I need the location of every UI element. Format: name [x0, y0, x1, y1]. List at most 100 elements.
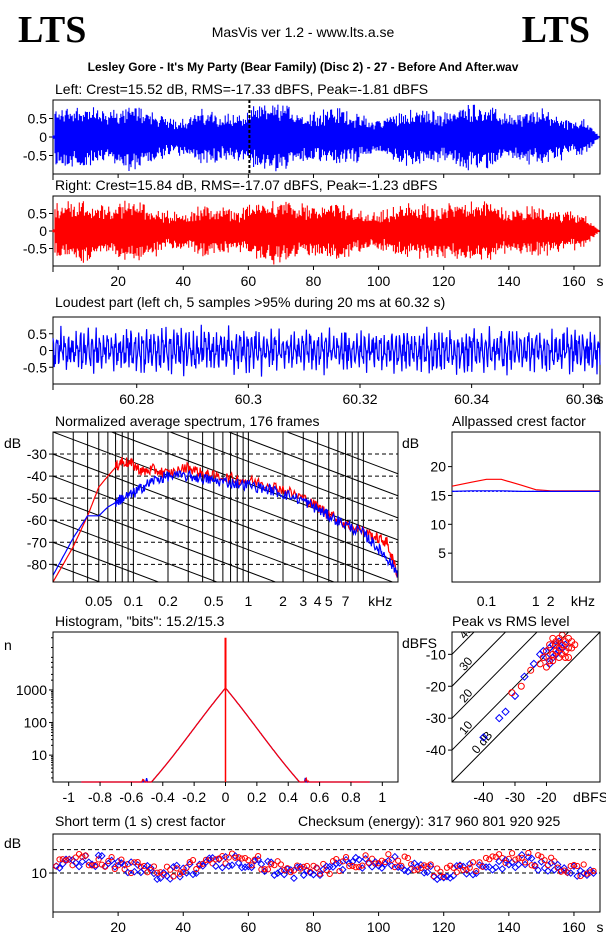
short-crest-point-right — [339, 858, 346, 865]
peak-rms-point-left — [548, 640, 558, 650]
short-crest-point-right — [108, 854, 115, 861]
peak-rms-point-right — [542, 647, 550, 655]
short-crest-point-left — [156, 874, 165, 882]
short-crest-point-left — [78, 857, 87, 866]
short-crest-point-right — [570, 861, 578, 869]
short-crest-point-left — [225, 862, 233, 870]
spectrum-ytick-label: -80 — [27, 556, 47, 572]
short-crest-point-right — [460, 866, 467, 874]
peak-rms-point-left — [539, 646, 548, 656]
left-waveform-ytick-label: 0 — [39, 129, 47, 145]
peak-vs-rms-ytick-label: -20 — [426, 678, 446, 694]
peak-rms-point-right — [555, 654, 563, 662]
spectrum-ylabel: dB — [4, 435, 21, 451]
loudest-part-xtick-label: 60.32 — [342, 391, 377, 407]
short-crest-point-right — [482, 854, 490, 862]
short-crest-point-right — [118, 856, 125, 863]
short-crest-point-right — [401, 853, 408, 860]
short-crest-point-right — [538, 853, 545, 860]
peak-rms-point-left — [542, 653, 551, 662]
loudest-part-title: Loudest part (left ch, 5 samples >95% du… — [55, 294, 445, 310]
spectrum-xtick-label: 5 — [325, 593, 333, 609]
short-crest-point-right — [469, 859, 477, 866]
short-crest-point-right — [121, 866, 128, 873]
short-crest-point-right — [391, 864, 398, 871]
right-waveform-title: Right: Crest=15.84 dB, RMS=-17.07 dBFS, … — [55, 177, 437, 193]
spectrum-xtick-label: 2 — [279, 593, 287, 609]
short-crest-point-right — [202, 856, 210, 863]
short-crest-point-left — [518, 850, 526, 859]
short-crest-point-right — [346, 862, 353, 870]
short-crest-point-right — [587, 869, 594, 876]
short-crest-point-left — [299, 871, 308, 879]
short-crest-point-left — [146, 864, 155, 872]
peak-rms-point-left — [545, 643, 554, 653]
short-crest-point-left — [351, 853, 360, 862]
short-crest-point-left — [153, 875, 162, 884]
short-crest-point-right — [349, 862, 356, 870]
short-crest-point-left — [231, 852, 240, 860]
short-crest-point-right — [362, 852, 369, 859]
short-crest-point-right — [186, 858, 193, 866]
peak-vs-rms-xtick-label: -40 — [473, 789, 493, 805]
short-crest-point-right — [264, 866, 271, 873]
lts-logo-left: LTS — [18, 9, 87, 51]
short-crest-point-left — [527, 854, 536, 863]
short-crest-point-right — [111, 865, 118, 873]
short-crest-point-left — [426, 862, 435, 871]
right-waveform-xtick-label: 140 — [497, 273, 521, 289]
short-crest-point-right — [128, 869, 135, 877]
spectrum-frame — [52, 431, 399, 583]
short-crest-point-right — [141, 862, 148, 870]
right-waveform-xtick-label: 80 — [306, 273, 322, 289]
short-crest-point-left — [55, 864, 64, 872]
short-crest-point-left — [553, 860, 562, 869]
peak-rms-point-right — [549, 650, 557, 658]
short-crest-point-right — [525, 849, 532, 857]
loudest-part-xtick-label: 60.36 — [566, 391, 601, 407]
short-crest-point-right — [53, 863, 60, 870]
short-crest-point-left — [355, 855, 363, 864]
allpassed-crest-ytick-label: 5 — [438, 545, 446, 561]
short-crest-point-right — [251, 856, 258, 863]
short-crest-point-right — [150, 863, 158, 870]
short-crest-point-right — [583, 870, 591, 877]
short-crest-point-left — [335, 859, 344, 867]
right-waveform-xtick-label: s — [597, 273, 604, 289]
peak-rms-point-left — [554, 637, 564, 646]
short-crest-point-left — [589, 869, 598, 877]
short-crest-point-right — [437, 868, 444, 875]
allpassed-crest-xtick-label: 2 — [547, 593, 555, 609]
right-waveform-trace — [52, 200, 600, 265]
crest-series-0 — [451, 478, 600, 492]
peak-rms-point-right — [565, 654, 573, 662]
allpassed-crest-frame — [451, 431, 601, 583]
peak-rms-point-left — [554, 646, 564, 656]
allpassed-crest-ylabel: dB — [402, 435, 419, 451]
short-crest-point-right — [378, 857, 385, 864]
short-crest-point-right — [359, 862, 366, 869]
right-waveform-xtick-label: 40 — [175, 273, 191, 289]
short-crest-point-left — [280, 870, 288, 879]
peak-rms-point-right — [508, 689, 516, 697]
short-crest-point-left — [410, 859, 419, 868]
peak-rms-point-left — [529, 659, 539, 669]
short-term-crest-xtick-label: 20 — [110, 919, 126, 935]
short-crest-point-right — [248, 862, 255, 869]
short-crest-point-right — [199, 860, 206, 867]
short-crest-point-right — [489, 853, 496, 860]
short-crest-point-left — [374, 862, 383, 870]
short-crest-point-right — [323, 866, 330, 874]
short-crest-point-right — [134, 859, 141, 866]
peak-vs-rms-xtick-label: dBFS — [573, 789, 606, 805]
short-crest-point-right — [297, 865, 304, 872]
short-crest-point-right — [56, 856, 63, 863]
short-crest-point-right — [183, 864, 190, 871]
short-crest-point-right — [411, 867, 418, 874]
allpassed-crest-xtick-label: 0.1 — [477, 593, 497, 609]
short-crest-point-left — [407, 864, 415, 873]
short-crest-point-right — [85, 862, 92, 869]
short-crest-point-right — [212, 856, 219, 863]
peak-vs-rms-ylabel: dBFS — [402, 635, 437, 651]
